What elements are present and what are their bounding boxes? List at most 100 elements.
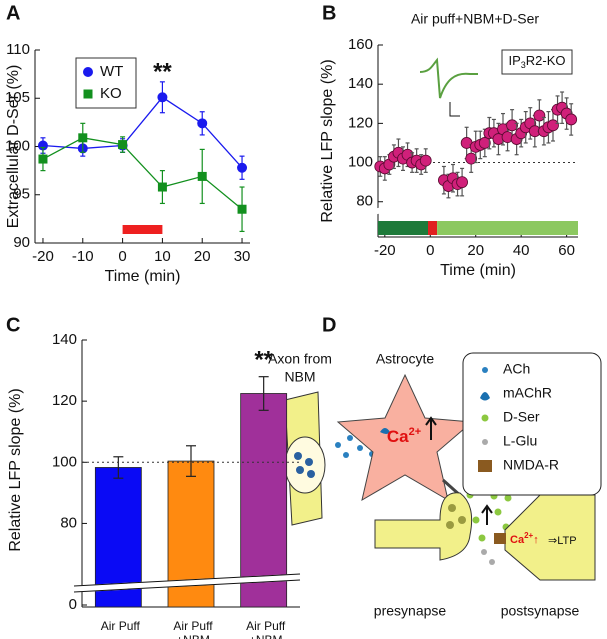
legend-label: mAChR xyxy=(503,385,552,401)
panel-label: B xyxy=(322,2,336,24)
data-point xyxy=(197,118,208,129)
legend-symbol xyxy=(481,414,489,422)
inset-text: R2-KO xyxy=(526,53,566,68)
legend-symbol xyxy=(83,67,93,77)
chart-title: Air puff+NBM+D-Ser xyxy=(411,11,539,27)
astro-ca: Ca2+ xyxy=(387,426,421,447)
x-tick-label-line: +NBM xyxy=(249,633,283,639)
legend-box xyxy=(75,57,137,109)
ltp: ⇒LTP xyxy=(548,535,577,547)
x-tick-label: 0 xyxy=(118,248,126,265)
data-point xyxy=(237,162,248,173)
inset-sub: 3 xyxy=(521,60,526,70)
legend-label: WT xyxy=(100,63,123,80)
legend-label: KO xyxy=(100,85,122,102)
x-tick-label-line: Air Puff xyxy=(173,619,213,633)
x-tick-label: -10 xyxy=(72,248,94,265)
axon-label: Axon from xyxy=(268,351,332,367)
y-tick-label: 140 xyxy=(52,331,77,348)
vesicle xyxy=(294,452,302,460)
inset-text: IP xyxy=(508,53,520,68)
arrow xyxy=(481,504,493,514)
legend-symbol xyxy=(480,392,490,401)
postsynapse-label: postsynapse xyxy=(501,603,580,619)
inset-trace xyxy=(419,57,478,99)
x-tick-label: Air Puff+NBM+D-Ser xyxy=(246,619,286,639)
legend-symbol xyxy=(83,89,93,99)
data-point xyxy=(533,109,546,122)
legend-symbol xyxy=(482,367,488,373)
bar xyxy=(240,393,288,608)
data-point xyxy=(118,140,128,150)
series-line xyxy=(42,96,243,169)
series-line xyxy=(42,137,243,210)
annotation: ** xyxy=(254,347,273,374)
presynapse-shape xyxy=(374,492,473,561)
x-tick-label: 20 xyxy=(194,248,211,265)
panel-label: A xyxy=(6,2,20,24)
post-ca: Ca2+↑ xyxy=(510,531,539,546)
y-tick-label: 95 xyxy=(13,186,30,203)
vesicle xyxy=(307,470,315,478)
x-tick-label: 40 xyxy=(513,242,530,259)
annotation: ** xyxy=(153,59,172,86)
x-tick-label: 0 xyxy=(426,242,434,259)
break-mark xyxy=(73,579,301,593)
ca-arrow: ↑ xyxy=(533,534,539,546)
vesicle xyxy=(458,516,466,524)
x-tick-label-line: +NBM xyxy=(176,633,210,639)
x-tick-label-line: Air Puff xyxy=(246,619,286,633)
legend-label: NMDA-R xyxy=(503,457,559,473)
condition-segment xyxy=(428,221,438,235)
data-point xyxy=(478,137,491,149)
y-tick-label: 140 xyxy=(348,75,373,92)
data-point xyxy=(157,92,168,103)
x-tick-label: 20 xyxy=(467,242,484,259)
x-axis-label: Time (min) xyxy=(105,268,181,285)
vesicle xyxy=(448,504,456,512)
data-point xyxy=(506,119,518,132)
axon-terminal xyxy=(284,436,326,494)
ca-text: Ca xyxy=(510,534,525,546)
x-axis-label: Time (min) xyxy=(440,262,516,279)
nmdar xyxy=(494,533,506,544)
y-tick-label: 90 xyxy=(13,234,30,251)
x-tick-label: -20 xyxy=(32,248,54,265)
x-tick-label: Air Puff+NBM xyxy=(173,619,213,639)
presynapse-label: presynapse xyxy=(374,603,447,619)
y-tick-label: 100 xyxy=(348,154,373,171)
legend-box xyxy=(462,352,602,496)
data-point xyxy=(157,182,167,192)
ca-charge: 2+ xyxy=(409,426,422,438)
legend-label: L-Glu xyxy=(503,433,537,449)
astrocyte-label: Astrocyte xyxy=(376,351,435,367)
y-tick-label: 105 xyxy=(5,89,30,106)
machr xyxy=(380,428,390,434)
y-axis-label: Extracellular D-Ser (%) xyxy=(5,65,22,229)
glu xyxy=(489,559,495,565)
legend-label: D-Ser xyxy=(503,409,540,425)
diagram: Axon from NBM Astrocyte Ca2+ Ca2+↑ ⇒LTP … xyxy=(268,351,602,619)
vesicle xyxy=(305,458,313,466)
y-tick-label: 160 xyxy=(348,36,373,53)
x-tick-label: 10 xyxy=(154,248,171,265)
ca-text: Ca xyxy=(387,427,409,446)
legend-symbol xyxy=(482,439,488,445)
y-tick-label: 80 xyxy=(60,514,77,531)
y-tick-label: 80 xyxy=(356,193,373,210)
legend-symbol xyxy=(478,460,492,472)
glu xyxy=(481,549,487,555)
y-tick-label: 100 xyxy=(52,453,77,470)
data-point xyxy=(419,154,432,167)
ca-charge: 2+ xyxy=(524,531,533,540)
inset-label-box xyxy=(501,49,573,75)
vesicle xyxy=(446,521,454,529)
y-tick-label: 120 xyxy=(52,392,77,409)
arrow xyxy=(425,416,437,426)
astrocyte-star xyxy=(336,373,474,502)
data-point xyxy=(237,204,247,214)
data-point xyxy=(38,154,48,164)
x-tick-label: 60 xyxy=(558,242,575,259)
